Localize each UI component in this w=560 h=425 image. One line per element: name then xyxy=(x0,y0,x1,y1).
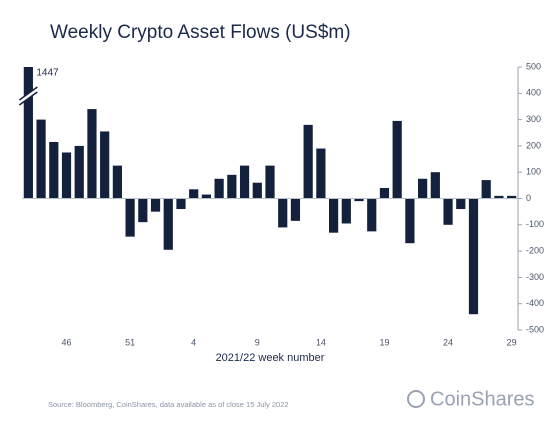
axis-break-line xyxy=(18,91,38,106)
bar xyxy=(227,174,237,199)
y-tick-label: -500 xyxy=(526,324,544,334)
y-tick-label: -400 xyxy=(526,298,544,308)
bar xyxy=(468,198,479,315)
x-axis-label: 2021/22 week number xyxy=(216,352,325,364)
bar xyxy=(214,178,224,199)
bar xyxy=(201,194,212,199)
bar xyxy=(316,148,326,199)
bar xyxy=(49,141,59,199)
y-tick-label: 100 xyxy=(526,167,541,177)
bars xyxy=(23,67,517,315)
bar xyxy=(367,198,377,232)
bar xyxy=(341,198,351,224)
axis-break-line xyxy=(18,86,38,101)
y-tick-label: 0 xyxy=(526,193,531,203)
bar xyxy=(405,198,415,244)
x-tick-label: 19 xyxy=(379,337,389,347)
bar xyxy=(163,198,173,250)
chart-title: Weekly Crypto Asset Flows (US$m) xyxy=(50,22,351,43)
y-tick-label: -200 xyxy=(526,245,544,255)
bar xyxy=(61,152,72,199)
bar xyxy=(278,198,288,228)
bar xyxy=(265,165,275,199)
bar xyxy=(74,145,84,199)
x-tick-label: 9 xyxy=(255,337,260,347)
bar xyxy=(494,195,504,199)
bar xyxy=(189,189,199,199)
y-tick-label: 200 xyxy=(526,140,541,150)
y-tick-label: 500 xyxy=(526,61,541,71)
bar xyxy=(443,198,453,225)
x-tick-label: 29 xyxy=(507,337,517,347)
bar xyxy=(430,172,440,199)
data-label: 1447 xyxy=(36,68,59,79)
bar xyxy=(36,119,46,199)
bar xyxy=(125,198,135,237)
x-tick-label: 4 xyxy=(191,337,196,347)
bar xyxy=(87,109,97,199)
bar xyxy=(481,180,491,199)
bar xyxy=(290,198,301,221)
x-tick-label: 46 xyxy=(62,337,72,347)
logo-icon xyxy=(407,390,425,408)
logo-text: CoinShares xyxy=(430,388,535,410)
bar xyxy=(239,165,250,199)
x-tick-label: 14 xyxy=(316,337,326,347)
bar xyxy=(456,198,466,210)
bar xyxy=(176,198,186,210)
bar xyxy=(354,198,364,202)
bar xyxy=(112,165,122,199)
bar xyxy=(418,178,428,199)
y-tick-label: 400 xyxy=(526,88,541,98)
bar xyxy=(507,195,517,199)
source: Source: Bloomberg, CoinShares, data avai… xyxy=(48,400,289,409)
bar xyxy=(392,120,402,199)
y-tick-label: 300 xyxy=(526,114,541,124)
bar xyxy=(379,187,390,199)
bar xyxy=(303,124,313,199)
bar xyxy=(23,67,33,199)
logo: CoinShares xyxy=(407,388,535,410)
bar xyxy=(252,182,262,199)
x-tick-label: 51 xyxy=(125,337,135,347)
x-tick-label: 24 xyxy=(443,337,453,347)
y-tick-label: -300 xyxy=(526,272,544,282)
bar xyxy=(150,198,161,212)
y-tick-label: -100 xyxy=(526,219,544,229)
bar xyxy=(138,198,148,223)
axis-break xyxy=(20,88,37,104)
bar xyxy=(328,198,339,233)
bar xyxy=(100,131,110,199)
